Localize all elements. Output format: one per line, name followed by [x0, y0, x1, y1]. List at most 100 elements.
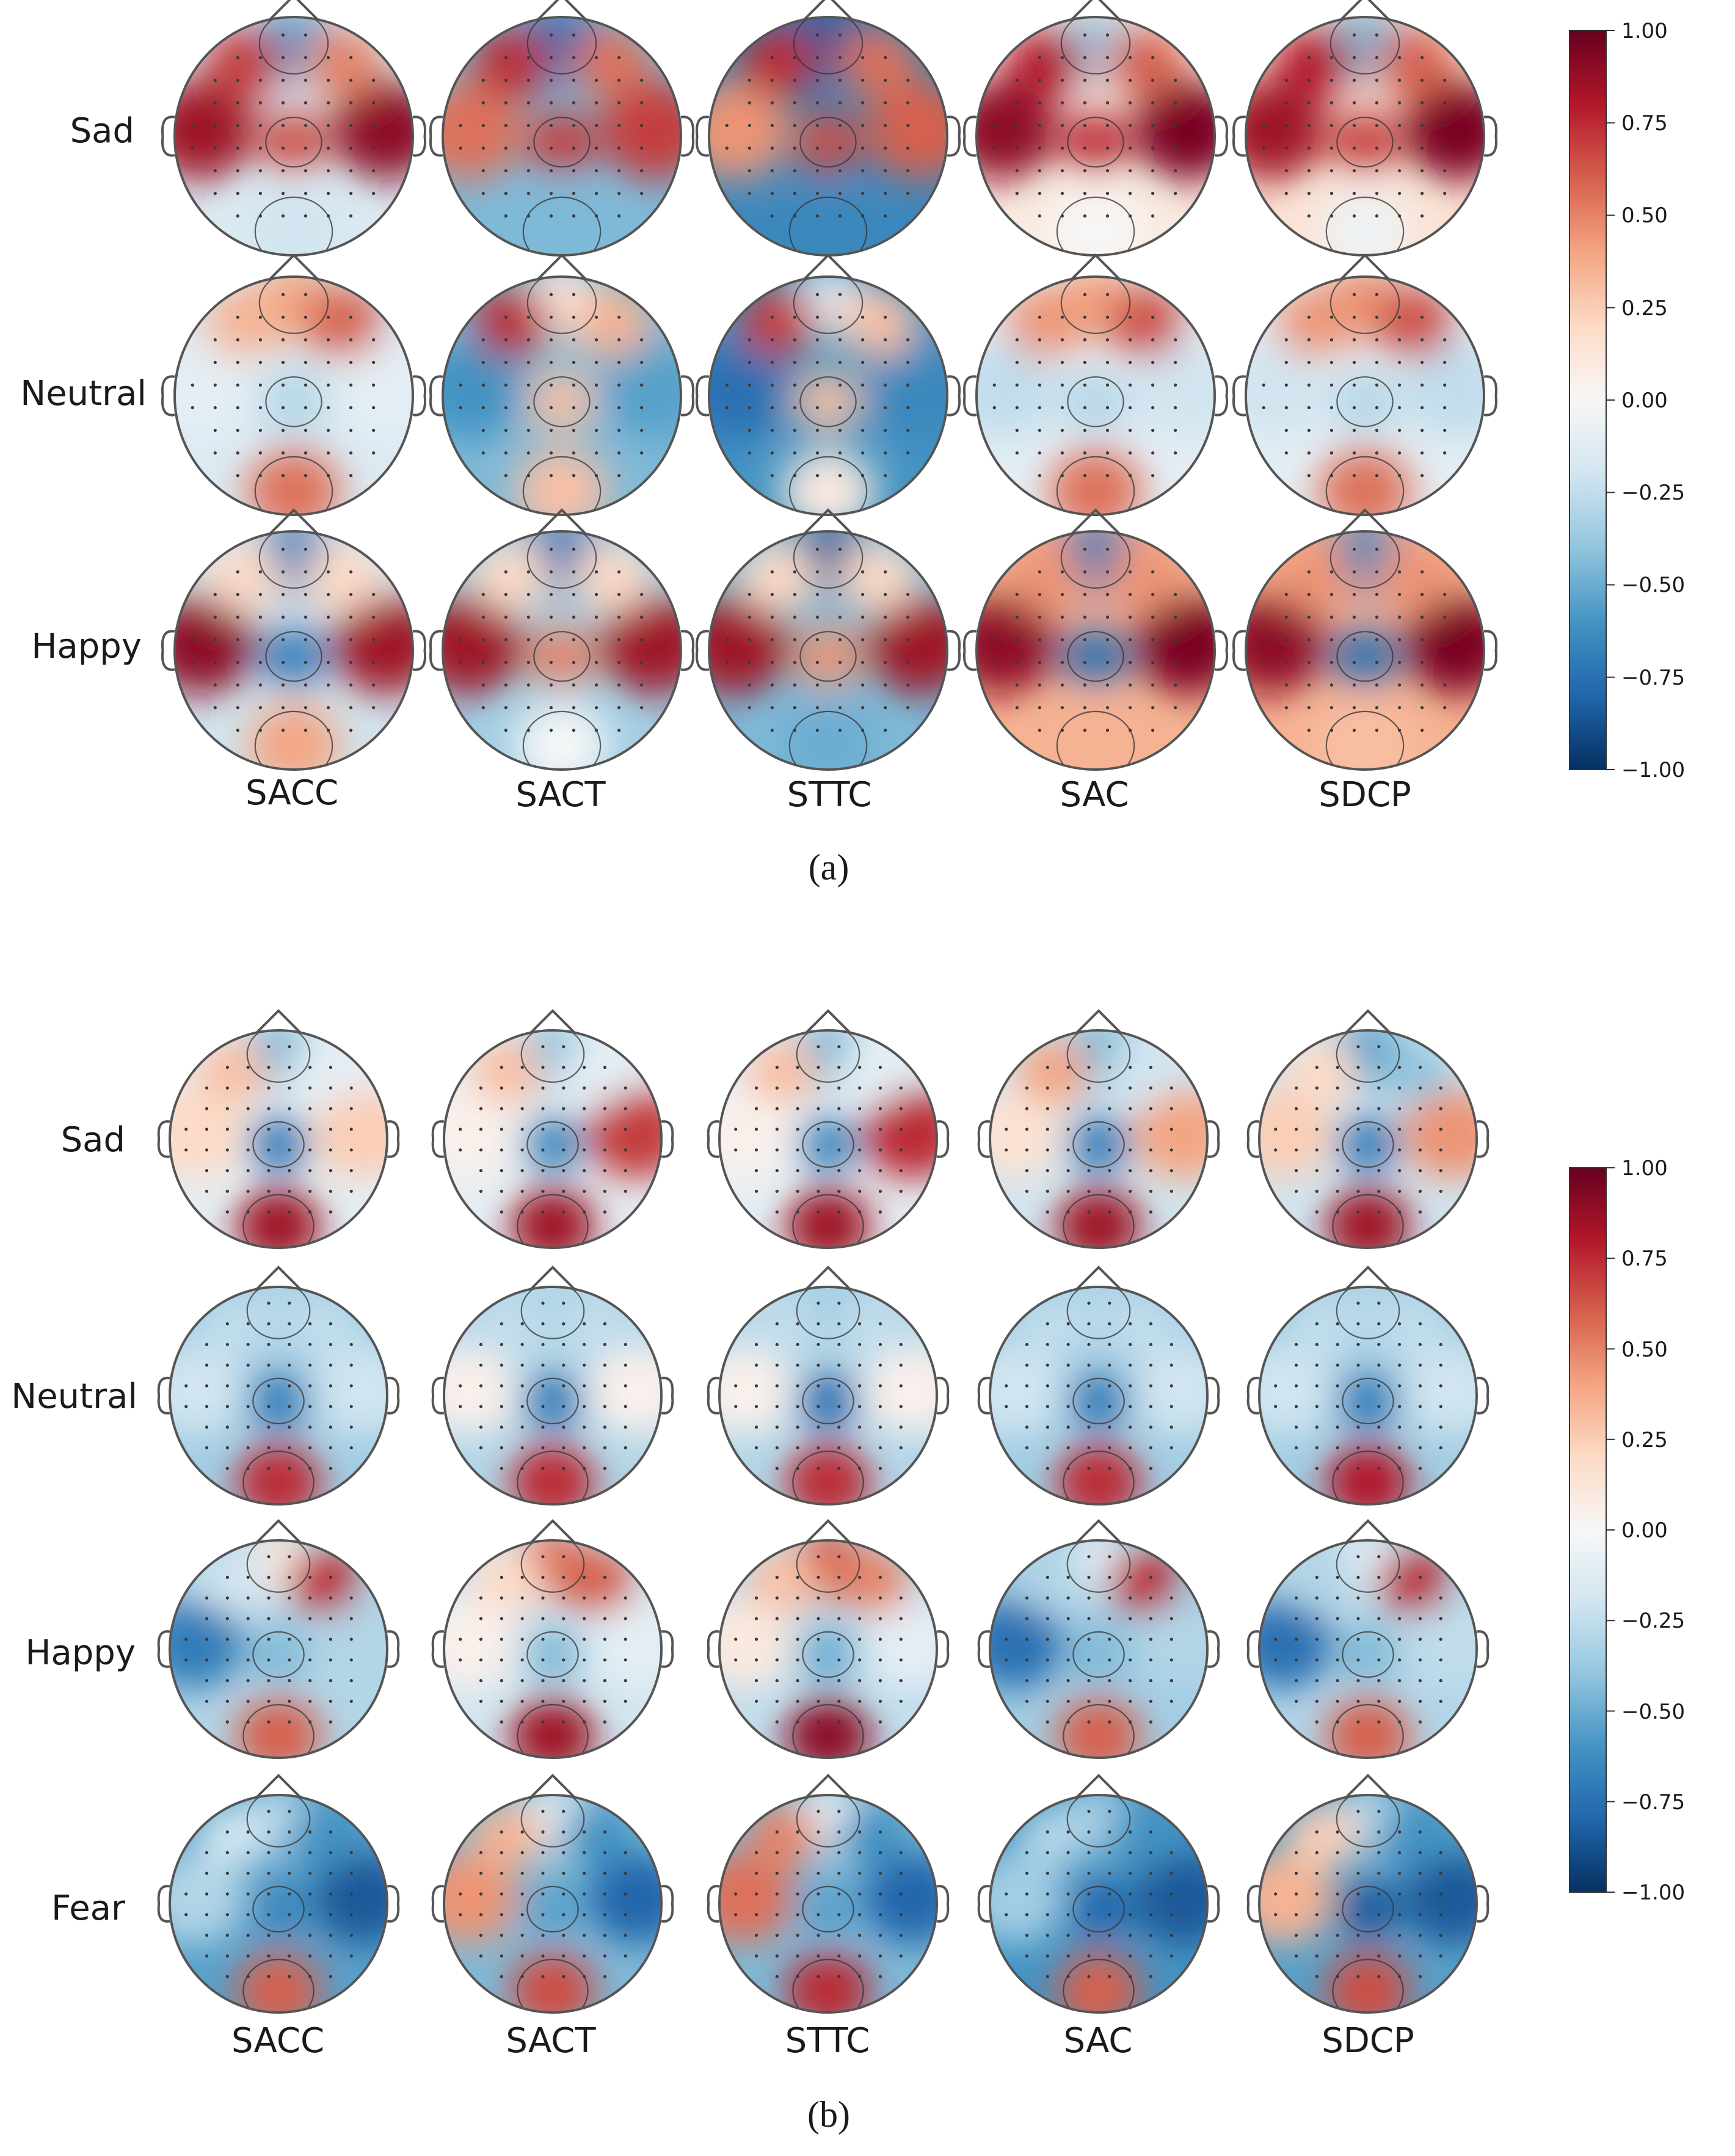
topomap-contour [1332, 1704, 1404, 1758]
topomap-region-lfront [1286, 1295, 1358, 1361]
topomap-region-rfront [838, 286, 918, 358]
left-ear-icon [962, 375, 977, 417]
topomap-b-fear-sacc [157, 1774, 400, 2014]
nose-icon [269, 253, 319, 280]
topomap-sensors [1262, 293, 1447, 478]
topomap-contour [1060, 17, 1131, 75]
head-outline [442, 275, 682, 516]
left-ear-icon [1232, 630, 1246, 671]
topomap-contour [1336, 1540, 1400, 1593]
topomap-region-back [785, 1187, 871, 1248]
panel-a-colorbar-tick-neg0.25: −0.25 [1621, 481, 1685, 505]
topomap-region-back [1055, 1187, 1142, 1248]
topomap-contour [246, 1287, 311, 1339]
topomap-b-sad-sact [431, 1009, 674, 1249]
topomap-region-right [600, 594, 681, 695]
topomap-contour [242, 1451, 315, 1504]
right-ear-icon [1483, 115, 1498, 157]
topomap-contour [526, 1121, 579, 1168]
nose-icon [255, 1266, 302, 1290]
right-ear-icon [412, 115, 427, 157]
topomap-contour [792, 1959, 864, 2012]
left-ear-icon [977, 1120, 991, 1158]
right-ear-icon [1214, 375, 1229, 417]
head-outline [169, 1794, 388, 2014]
left-ear-icon [157, 1120, 170, 1158]
topomap-region-left [170, 1344, 244, 1436]
right-ear-icon [387, 1120, 400, 1158]
panel-a-colorbar-gradient [1569, 30, 1607, 770]
topomap-contour [788, 456, 868, 515]
topomap-sensors [459, 293, 644, 478]
topomap-b-happy-sacc [157, 1519, 400, 1759]
left-ear-icon [1246, 1120, 1260, 1158]
topomap-contour [526, 1631, 579, 1678]
topomap-sensors [1262, 33, 1447, 218]
topomap-b-neutral-sacc [157, 1266, 400, 1506]
topomap-region-left [175, 340, 256, 440]
topomap-region-back [1317, 448, 1413, 515]
nose-icon [1075, 1009, 1122, 1033]
topomap-region-rfront [1106, 26, 1185, 98]
topomap-sensors [459, 33, 644, 218]
topomap-sensors [1005, 1045, 1173, 1214]
topomap-b-neutral-sdcp [1246, 1266, 1489, 1506]
topomap-a-neutral-sdcp [1232, 253, 1498, 516]
nose-icon [529, 1009, 576, 1033]
topomap-contour [1063, 1704, 1135, 1758]
topomap-region-rfront [572, 541, 652, 613]
topomap-region-right [1133, 1852, 1207, 1944]
left-ear-icon [707, 1120, 720, 1158]
right-ear-icon [661, 1630, 674, 1668]
nose-icon [805, 1519, 851, 1543]
nose-icon [537, 0, 587, 21]
topomap-contour [265, 376, 322, 428]
topomap-region-center [1331, 625, 1399, 688]
topomap-region-lfront [746, 1295, 818, 1361]
right-ear-icon [661, 1885, 674, 1923]
topomap-region-rfront [288, 1804, 360, 1870]
topomap-region-lfront [738, 26, 818, 98]
topomap-region-center [260, 625, 328, 688]
topomap-contour [1067, 117, 1124, 168]
topomap-region-center [1061, 111, 1130, 173]
topomap-region-left [1246, 340, 1327, 440]
topomap-contour [1060, 531, 1131, 589]
topomap-region-rfront [1106, 541, 1185, 613]
topomap-sensors [459, 1045, 627, 1214]
nose-icon [803, 0, 853, 21]
topomap-region-back [1055, 1443, 1142, 1504]
topomap-contour [1342, 1377, 1394, 1425]
topomap-contour [792, 1194, 864, 1248]
panel-b-row-label-happy: Happy [25, 1633, 136, 1673]
left-ear-icon [157, 1885, 170, 1923]
topomap-contour [265, 117, 322, 168]
topomap-region-right [313, 1344, 387, 1436]
topomap-region-left [990, 1088, 1064, 1179]
panel-b-caption: (b) [807, 2094, 850, 2135]
left-ear-icon [431, 1377, 445, 1415]
topomap-region-lfront [1006, 26, 1085, 98]
nose-icon [1071, 253, 1121, 280]
topomap-a-neutral-sac [962, 253, 1229, 516]
right-ear-icon [1476, 1377, 1489, 1415]
topomap-sensors [1274, 1045, 1442, 1214]
topomap-contour [1336, 1287, 1400, 1339]
topomap-contour [788, 710, 868, 770]
topomap-region-rfront [562, 1039, 635, 1105]
topomap-sensors [459, 1302, 627, 1470]
head-outline [169, 1539, 388, 1759]
topomap-region-left [719, 1344, 794, 1436]
topomap-sensors [184, 1302, 353, 1470]
head-outline [443, 1286, 663, 1506]
topomap-contour [242, 1194, 315, 1248]
topomap-contour [1325, 456, 1405, 515]
panel-a-row-label-happy: Happy [31, 627, 142, 666]
topomap-region-center [1068, 1116, 1130, 1173]
nose-icon [255, 1774, 302, 1798]
topomap-b-neutral-sact [431, 1266, 674, 1506]
topomap-region-back [1055, 1951, 1142, 2012]
topomap-region-right [1403, 594, 1484, 695]
left-ear-icon [429, 375, 443, 417]
nose-icon [1071, 508, 1121, 535]
